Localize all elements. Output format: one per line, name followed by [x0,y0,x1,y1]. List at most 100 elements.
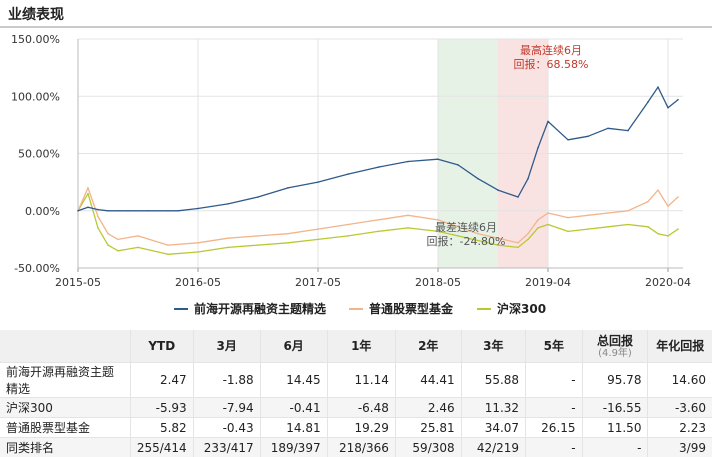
table-cell: 19.29 [327,418,395,438]
legend-swatch [477,308,491,310]
series-point-0 [107,210,109,212]
series-point-1 [197,242,199,244]
series-point-0 [287,187,289,189]
series-point-0 [567,139,569,141]
legend-label: 前海开源再融资主题精选 [194,300,326,317]
table-cell: 233/417 [193,438,260,457]
series-point-2 [587,228,589,230]
series-point-0 [97,209,99,211]
series-point-1 [87,187,89,189]
table-cell: - [582,438,648,457]
series-point-0 [347,173,349,175]
table-cell: -0.43 [193,418,260,438]
table-cell: 11.32 [461,398,525,418]
series-point-2 [117,250,119,252]
series-point-0 [227,203,229,205]
table-cell: 189/397 [260,438,327,457]
column-header-label: 5年 [532,339,575,353]
series-point-2 [197,251,199,253]
table-cell: 34.07 [461,418,525,438]
column-header: 5年 [526,330,582,363]
series-point-0 [317,181,319,183]
series-point-1 [97,216,99,218]
table-cell: - [526,398,582,418]
series-point-1 [117,239,119,241]
series-point-1 [537,219,539,221]
table-cell: 14.81 [260,418,327,438]
table-cell: 2.47 [130,363,193,398]
series-point-1 [227,237,229,239]
x-tick-label: 2015-05 [55,276,101,289]
x-tick-label: 2018-05 [415,276,461,289]
section-header: 业绩表现 [0,0,712,28]
series-point-2 [227,247,229,249]
series-point-1 [317,228,319,230]
legend-item: 前海开源再融资主题精选 [174,300,326,317]
table-cell: 14.45 [260,363,327,398]
series-point-0 [177,210,179,212]
series-point-1 [407,215,409,217]
column-header-label: 6月 [267,339,321,353]
series-point-0 [457,164,459,166]
table-cell: - [526,438,582,457]
worst-period-label: 最差连续6月 [435,220,497,234]
table-cell: 2.46 [395,398,461,418]
x-tick-label: 2017-05 [295,276,341,289]
series-point-2 [407,227,409,229]
table-cell: 11.50 [582,418,648,438]
worst-period-value: 回报：-24.80% [427,234,506,248]
series-point-2 [517,247,519,249]
series-point-0 [657,86,659,88]
series-line-1 [78,188,678,245]
table-cell: 26.15 [526,418,582,438]
series-point-1 [627,210,629,212]
series-point-1 [677,196,679,198]
series-point-0 [167,210,169,212]
series-point-0 [257,196,259,198]
series-point-0 [77,210,79,212]
series-point-0 [667,107,669,109]
y-tick-label: 0.00% [25,205,60,218]
column-header [0,330,130,363]
section-title: 业绩表现 [8,4,64,24]
series-point-0 [497,189,499,191]
column-header-label: YTD [137,339,187,353]
series-point-1 [347,224,349,226]
column-header: 6月 [260,330,327,363]
series-point-2 [107,244,109,246]
column-header: 3月 [193,330,260,363]
legend-swatch [349,308,363,310]
column-header: 年化回报 [648,330,712,363]
series-point-0 [407,161,409,163]
series-point-2 [647,226,649,228]
column-header: 总回报(4.9年) [582,330,648,363]
column-header-label: 1年 [334,339,389,353]
column-header-label: 3年 [468,339,519,353]
series-point-0 [537,147,539,149]
column-header-label: 3月 [200,339,254,353]
legend-item: 沪深300 [477,300,546,317]
x-tick-label: 2019-04 [525,276,571,289]
table-cell: 沪深300 [0,398,130,418]
series-point-1 [567,217,569,219]
series-point-1 [137,235,139,237]
series-point-2 [547,224,549,226]
series-point-1 [167,244,169,246]
series-line-0 [78,87,678,211]
series-point-2 [137,247,139,249]
series-point-1 [257,235,259,237]
table-cell: -16.55 [582,398,648,418]
table-cell: 前海开源再融资主题精选 [0,363,130,398]
series-point-1 [647,201,649,203]
series-point-0 [87,207,89,209]
series-point-2 [287,242,289,244]
series-point-0 [117,210,119,212]
